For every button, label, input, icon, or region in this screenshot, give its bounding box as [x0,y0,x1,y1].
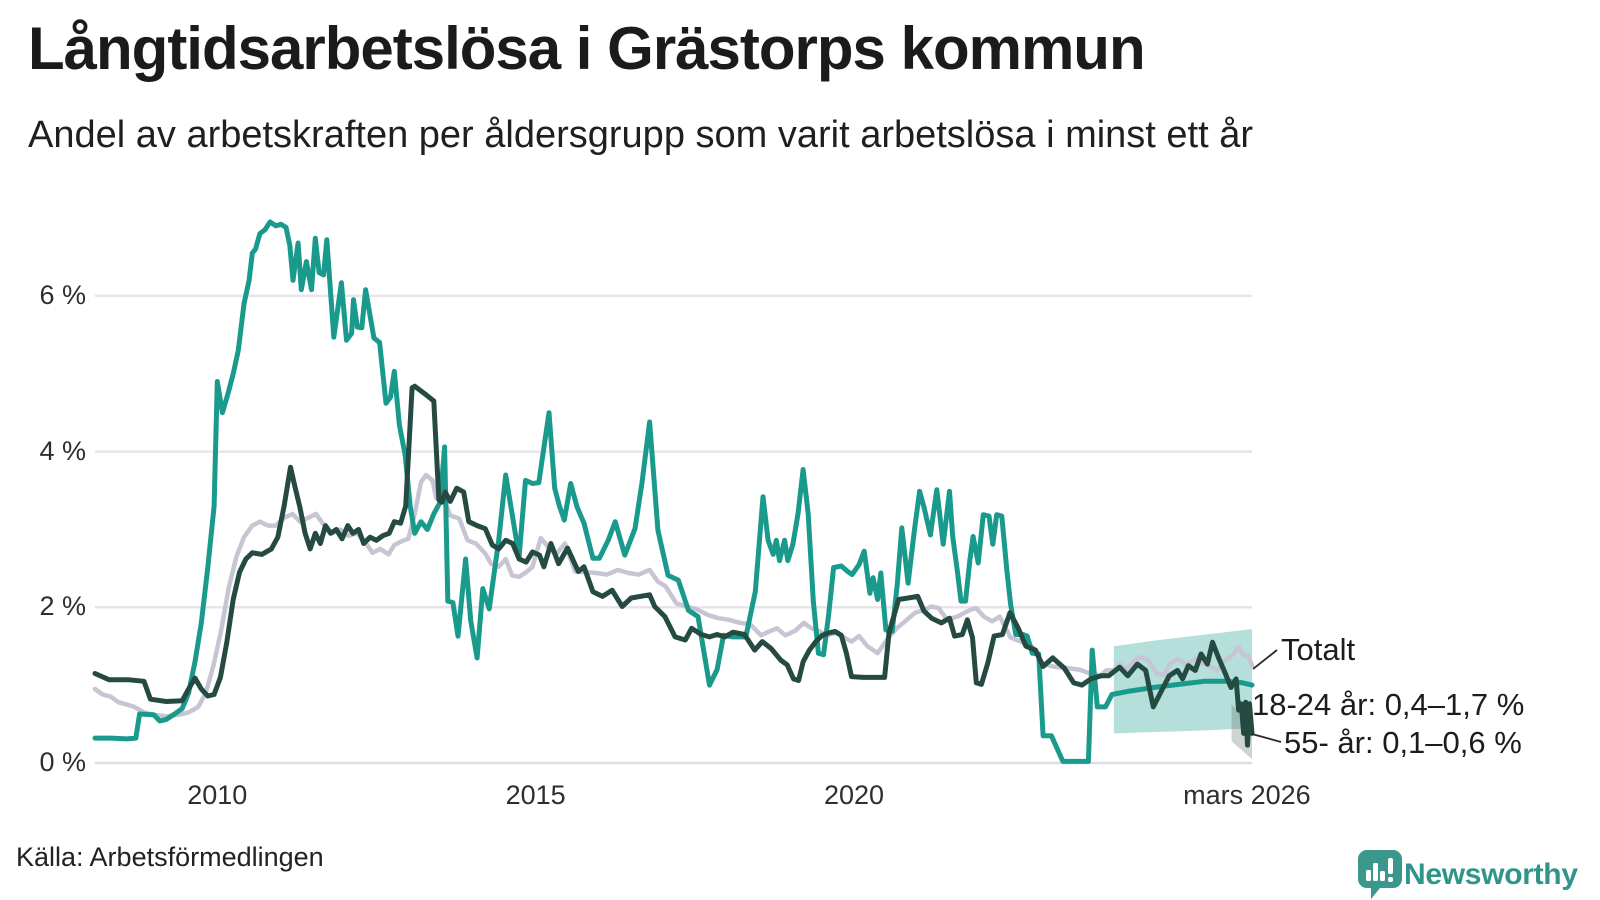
x-tick-label-2010: 2010 [187,780,248,810]
source-note: Källa: Arbetsförmedlingen [16,842,324,872]
y-tick-label-6: 6 % [39,279,86,310]
annotation-18-24: 18-24 år: 0,4–1,7 % [1252,687,1525,722]
x-tick-label-2020: 2020 [823,780,885,810]
logo-bar-3 [1380,871,1385,881]
newsworthy-wordmark: Newsworthy [1404,858,1578,891]
logo-bar-2 [1373,863,1378,881]
chart-subtitle: Andel av arbetskraften per åldersgrupp s… [28,114,1254,156]
logo-bar-1 [1366,870,1371,881]
annotation-totalt: Totalt [1281,632,1356,667]
x-tick-label-mars-2026: mars 2026 [1183,780,1311,810]
page-title: Långtidsarbetslösa i Grästorps kommun [28,15,1146,82]
newsworthy-logo-icon [1358,850,1402,899]
series-line-totalt [92,472,1255,719]
y-tick-label-2: 2 % [39,591,86,622]
x-tick-label-2015: 2015 [505,780,566,810]
logo-exclamation-dot [1388,877,1393,882]
leader-totalt [1252,649,1278,670]
leader-55 [1251,733,1282,743]
series-line-18-24-r [92,219,1255,764]
y-tick-label-0: 0 % [39,747,86,777]
logo-exclamation-bar [1388,858,1393,874]
y-tick-label-4: 4 % [39,435,86,466]
series-line-55-r [92,383,1255,748]
annotation-55: 55- år: 0,1–0,6 % [1284,725,1522,760]
